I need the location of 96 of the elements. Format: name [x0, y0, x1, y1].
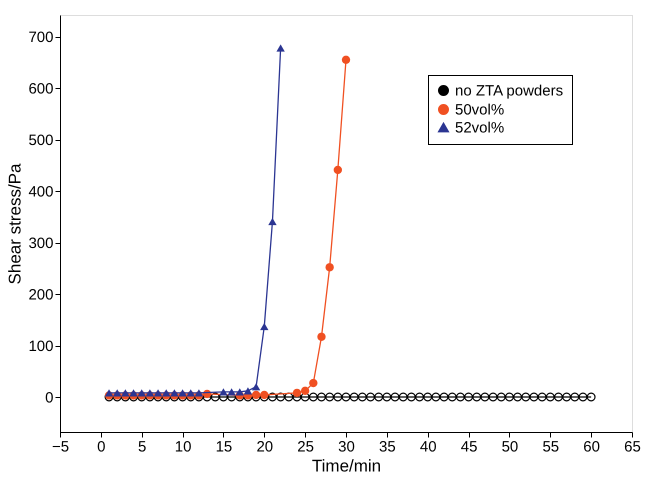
point	[317, 332, 326, 341]
point	[431, 392, 440, 402]
legend-label: 50vol%	[455, 102, 504, 118]
y-tick-label: 300	[28, 235, 54, 252]
y-tick-label: 500	[28, 132, 54, 150]
x-tick-label: 45	[460, 438, 478, 456]
x-tick-label: 25	[297, 438, 314, 456]
point	[382, 392, 392, 402]
legend-label: 52vol%	[455, 120, 504, 136]
point	[358, 392, 367, 402]
point	[138, 389, 146, 396]
x-tick-label: 50	[502, 438, 518, 456]
point	[325, 392, 334, 402]
y-tick-label: 0	[45, 389, 54, 406]
point	[104, 389, 114, 396]
point	[578, 392, 588, 402]
point	[406, 392, 416, 402]
point	[390, 392, 400, 402]
point	[456, 392, 465, 402]
x-tick-label: 65	[624, 438, 641, 456]
x-tick-label: 35	[379, 438, 396, 456]
x-tick-label: 30	[338, 438, 355, 456]
point	[415, 392, 424, 402]
point	[146, 389, 154, 396]
point	[244, 387, 252, 394]
x-tick-label: 0	[97, 438, 106, 456]
point	[562, 392, 572, 402]
point	[309, 378, 318, 388]
y-tick-label: 200	[28, 286, 54, 304]
point	[194, 389, 204, 396]
point	[268, 392, 277, 402]
point	[186, 389, 195, 396]
point	[325, 263, 334, 272]
y-tick-label: 100	[28, 338, 54, 356]
point	[538, 392, 547, 402]
x-tick-label: 15	[216, 438, 232, 456]
point	[300, 392, 310, 402]
point	[260, 322, 268, 330]
point	[162, 389, 170, 396]
point	[342, 392, 350, 402]
point	[350, 392, 359, 402]
x-tick-label: 5	[138, 438, 146, 456]
point	[440, 392, 449, 402]
point	[398, 392, 408, 402]
x-tick-label: 10	[174, 438, 192, 456]
point	[227, 388, 236, 396]
point	[300, 386, 310, 395]
point	[210, 392, 220, 402]
point	[276, 44, 285, 52]
point	[529, 392, 538, 402]
x-axis-title: Time/min	[312, 456, 382, 476]
x-tick-label: 20	[256, 438, 274, 456]
point	[227, 392, 236, 402]
point	[448, 392, 457, 402]
point	[488, 392, 498, 402]
point	[586, 392, 596, 402]
point	[554, 392, 563, 402]
point	[236, 388, 244, 396]
point	[480, 392, 490, 402]
point	[121, 389, 130, 396]
point	[513, 392, 522, 402]
y-tick-label: 600	[28, 80, 54, 98]
point	[284, 392, 294, 402]
point	[317, 392, 326, 402]
x-tick-label: 60	[583, 438, 600, 456]
point	[521, 392, 530, 402]
y-axis-title: Shear stress/Pa	[5, 162, 24, 284]
point	[546, 392, 555, 402]
point	[268, 218, 277, 226]
point	[276, 392, 286, 402]
point	[333, 392, 342, 402]
y-tick-label: 700	[28, 29, 54, 46]
point	[504, 392, 514, 402]
point	[423, 392, 432, 402]
point	[472, 392, 482, 402]
legend-label: no ZTA powders	[455, 82, 564, 100]
point	[129, 389, 138, 396]
point	[308, 392, 318, 402]
point	[464, 392, 474, 402]
x-tick-label: 55	[542, 438, 560, 456]
point	[334, 166, 342, 174]
point	[170, 389, 179, 396]
x-tick-label: −5	[52, 438, 70, 456]
point	[154, 389, 162, 396]
x-tick-label: 40	[420, 438, 437, 456]
point	[366, 392, 375, 402]
point	[178, 389, 187, 396]
point	[342, 56, 350, 64]
point	[374, 392, 384, 402]
point	[496, 392, 506, 402]
point	[570, 392, 580, 402]
point	[292, 388, 302, 398]
point	[252, 383, 260, 390]
point	[113, 389, 122, 396]
point	[219, 388, 228, 396]
y-tick-label: 400	[28, 184, 54, 201]
